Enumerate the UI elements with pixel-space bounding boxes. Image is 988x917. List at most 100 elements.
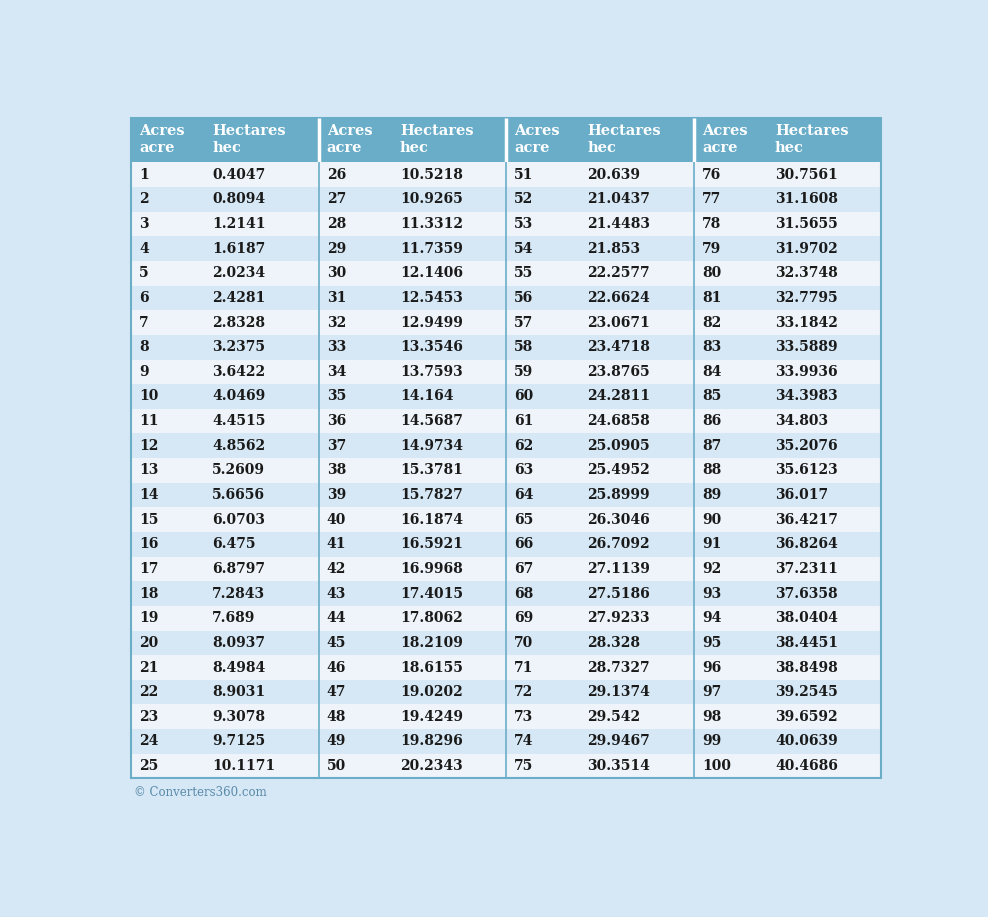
Text: 17.4015: 17.4015 (400, 587, 463, 601)
Text: Hectares: Hectares (588, 124, 661, 138)
Text: 2.0234: 2.0234 (212, 266, 266, 281)
Text: 27.5186: 27.5186 (588, 587, 650, 601)
Text: 29.1374: 29.1374 (588, 685, 650, 699)
Text: 60: 60 (515, 390, 534, 403)
Text: 10.1171: 10.1171 (212, 759, 276, 773)
Bar (131, 212, 881, 237)
Text: 7.2843: 7.2843 (212, 587, 266, 601)
Text: hec: hec (775, 141, 804, 155)
Text: 76: 76 (701, 168, 721, 182)
Text: 22.2577: 22.2577 (588, 266, 650, 281)
Text: acre: acre (139, 141, 175, 155)
Bar (131, 335, 881, 359)
Text: 11.7359: 11.7359 (400, 242, 462, 256)
Text: 42: 42 (327, 562, 346, 576)
Bar (131, 162, 881, 187)
Text: 52: 52 (515, 193, 534, 206)
Text: 28: 28 (327, 217, 346, 231)
Bar (131, 679, 881, 704)
Text: acre: acre (327, 141, 363, 155)
Text: 24.6858: 24.6858 (588, 414, 650, 428)
Text: 34.3983: 34.3983 (775, 390, 838, 403)
Bar (131, 409, 881, 434)
Text: 6.8797: 6.8797 (212, 562, 266, 576)
Text: 10.5218: 10.5218 (400, 168, 462, 182)
Text: 16.5921: 16.5921 (400, 537, 462, 551)
Text: 36.8264: 36.8264 (775, 537, 838, 551)
Text: 4.0469: 4.0469 (212, 390, 266, 403)
Text: 4.8562: 4.8562 (212, 438, 266, 453)
Text: 9: 9 (139, 365, 149, 379)
Text: 36.017: 36.017 (775, 488, 828, 502)
Text: 43: 43 (327, 587, 346, 601)
Text: 2.8328: 2.8328 (212, 315, 266, 329)
Text: 9.7125: 9.7125 (212, 735, 266, 748)
Text: 22.6624: 22.6624 (588, 291, 650, 305)
Text: 54: 54 (515, 242, 534, 256)
Text: 27: 27 (327, 193, 346, 206)
Text: 77: 77 (701, 193, 721, 206)
Bar (694, 117, 881, 162)
Bar (131, 285, 881, 310)
Bar (131, 631, 881, 656)
Bar (131, 458, 881, 482)
Bar (131, 310, 881, 335)
Text: Acres: Acres (701, 124, 748, 138)
Text: 39: 39 (327, 488, 346, 502)
Text: 55: 55 (515, 266, 534, 281)
Text: 31.9702: 31.9702 (775, 242, 838, 256)
Text: 31.5655: 31.5655 (775, 217, 838, 231)
Text: 23: 23 (139, 710, 158, 724)
Text: 97: 97 (701, 685, 721, 699)
Text: 15.7827: 15.7827 (400, 488, 462, 502)
Text: 7: 7 (139, 315, 149, 329)
Text: 11: 11 (139, 414, 159, 428)
Text: 1.6187: 1.6187 (212, 242, 266, 256)
Bar (131, 507, 881, 532)
Text: 8.0937: 8.0937 (212, 635, 266, 650)
Text: 83: 83 (701, 340, 721, 354)
Text: 8.4984: 8.4984 (212, 660, 266, 675)
Text: 38.8498: 38.8498 (775, 660, 838, 675)
Text: Hectares: Hectares (400, 124, 473, 138)
Text: 8: 8 (139, 340, 149, 354)
Text: 32.3748: 32.3748 (775, 266, 838, 281)
Text: hec: hec (212, 141, 241, 155)
Text: 23.4718: 23.4718 (588, 340, 650, 354)
Text: 5: 5 (139, 266, 149, 281)
Text: 34.803: 34.803 (775, 414, 828, 428)
Text: 20.639: 20.639 (588, 168, 640, 182)
Text: 3: 3 (139, 217, 149, 231)
Text: 13.7593: 13.7593 (400, 365, 462, 379)
Text: 87: 87 (701, 438, 721, 453)
Text: 16.9968: 16.9968 (400, 562, 462, 576)
Text: 40.4686: 40.4686 (775, 759, 838, 773)
Bar (131, 656, 881, 679)
Text: Hectares: Hectares (775, 124, 849, 138)
Text: 20.2343: 20.2343 (400, 759, 462, 773)
Text: 37.2311: 37.2311 (775, 562, 838, 576)
Bar (131, 704, 881, 729)
Bar (131, 482, 881, 507)
Text: 61: 61 (515, 414, 534, 428)
Text: 51: 51 (515, 168, 534, 182)
Text: 23.8765: 23.8765 (588, 365, 650, 379)
Text: 46: 46 (327, 660, 346, 675)
Bar (131, 237, 881, 261)
Text: 25.0905: 25.0905 (588, 438, 650, 453)
Text: 91: 91 (701, 537, 721, 551)
Text: acre: acre (701, 141, 737, 155)
Text: 45: 45 (327, 635, 346, 650)
Text: 30.7561: 30.7561 (775, 168, 838, 182)
Text: 100: 100 (701, 759, 731, 773)
Text: Acres: Acres (139, 124, 185, 138)
Text: 48: 48 (327, 710, 346, 724)
Text: 56: 56 (515, 291, 534, 305)
Text: 16: 16 (139, 537, 159, 551)
Bar (319, 117, 507, 162)
Text: 40.0639: 40.0639 (775, 735, 838, 748)
Text: 32: 32 (327, 315, 346, 329)
Text: 29.542: 29.542 (588, 710, 640, 724)
Text: 16.1874: 16.1874 (400, 513, 463, 526)
Text: Acres: Acres (515, 124, 560, 138)
